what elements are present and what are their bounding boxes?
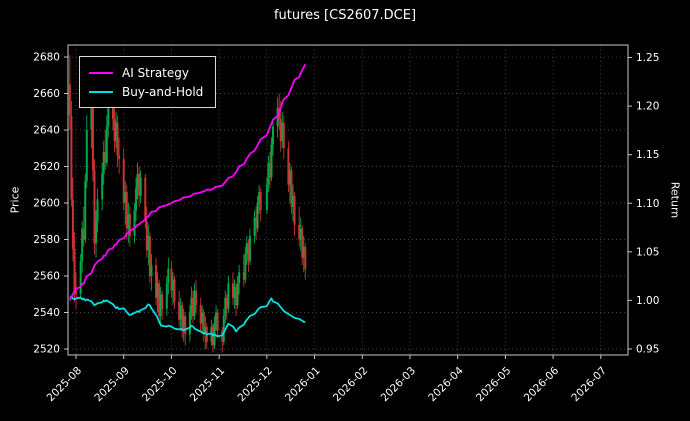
right-axis-label: Return xyxy=(668,181,682,219)
x-tick-label: 2025-08 xyxy=(45,365,85,405)
price-tick-label: 2540 xyxy=(33,307,60,319)
price-tick-label: 2560 xyxy=(33,270,60,282)
price-tick-label: 2680 xyxy=(33,52,60,64)
chart-title: futures [CS2607.DCE] xyxy=(273,8,417,23)
price-tick-label: 2580 xyxy=(33,234,60,246)
price-tick-label: 2520 xyxy=(33,343,60,355)
return-tick-label: 0.95 xyxy=(636,343,659,355)
x-tick-label: 2025-12 xyxy=(235,365,275,405)
series-line-buy-and-hold xyxy=(69,295,306,338)
x-tick-label: 2026-04 xyxy=(426,364,466,404)
plot-frame xyxy=(67,44,629,356)
legend-line-swatch xyxy=(89,90,113,93)
series-line-ai-strategy xyxy=(69,63,307,301)
gridlines xyxy=(68,45,628,355)
legend: AI Strategy Buy-and-Hold xyxy=(79,56,217,108)
x-tick-label: 2025-11 xyxy=(188,365,228,405)
x-tick-label: 2025-10 xyxy=(140,365,180,405)
x-tick-label: 2025-09 xyxy=(92,365,132,405)
return-tick-label: 1.05 xyxy=(636,246,659,258)
price-tick-label: 2600 xyxy=(33,198,60,210)
candlesticks xyxy=(68,55,307,353)
legend-item-label: Buy-and-Hold xyxy=(122,84,204,99)
return-tick-label: 1.10 xyxy=(636,198,659,210)
price-tick-label: 2620 xyxy=(33,161,60,173)
legend-item-label: AI Strategy xyxy=(122,65,189,80)
x-tick-label: 2026-06 xyxy=(522,364,562,404)
legend-item: AI Strategy xyxy=(89,63,203,82)
return-tick-label: 1.20 xyxy=(636,101,659,113)
return-tick-label: 1.25 xyxy=(636,52,659,64)
left-axis-label: Price xyxy=(8,186,22,214)
price-tick-label: 2660 xyxy=(33,88,60,100)
return-tick-label: 1.00 xyxy=(636,295,659,307)
x-tick-label: 2026-05 xyxy=(474,365,514,405)
x-tick-label: 2026-02 xyxy=(331,365,371,405)
x-tick-label: 2026-01 xyxy=(283,365,323,405)
return-tick-label: 1.15 xyxy=(636,149,659,161)
x-tick-label: 2026-03 xyxy=(379,365,419,405)
x-tick-label: 2026-07 xyxy=(569,365,609,405)
legend-line-swatch xyxy=(89,71,113,74)
legend-item: Buy-and-Hold xyxy=(89,82,203,101)
price-tick-label: 2640 xyxy=(33,125,60,137)
